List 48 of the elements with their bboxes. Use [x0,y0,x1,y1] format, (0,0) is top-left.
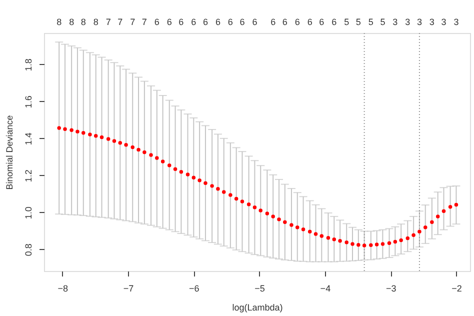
text: 6 [307,17,312,27]
text: 5 [380,17,386,27]
text: 6 [270,17,276,27]
text: 6 [240,17,245,27]
x-tick-label: −3 [386,284,396,294]
y-tick-label: 0.8 [24,244,34,256]
text: 5 [356,17,361,27]
text: 7 [130,17,136,27]
text: 6 [294,17,300,27]
text: 8 [69,17,74,27]
text: 8 [80,17,86,27]
text: 6 [154,17,160,27]
text: 6 [282,17,288,27]
text: 6 [215,17,220,27]
y-tick-label: 1.0 [24,206,34,220]
y-tick-label: 1.2 [24,170,34,182]
text: 8 [56,17,62,27]
text: 6 [319,17,324,27]
text: 6 [202,17,208,27]
y-tick-label: 1.6 [24,96,34,108]
text: 6 [252,17,258,27]
text: 7 [142,17,147,27]
x-tick-label: −8 [58,284,68,294]
x-tick-label: −2 [452,284,462,294]
y-axis-title: Binomial Deviance [4,115,14,190]
text: 3 [392,17,398,27]
text: 3 [454,17,459,27]
x-tick-label: −7 [123,284,134,294]
text: 7 [118,17,123,27]
text: 6 [178,17,184,27]
y-tick-label: 1.4 [24,132,34,146]
text: 6 [166,17,172,27]
text: 8 [93,17,98,27]
x-tick-label: −6 [189,284,200,294]
y-tick-label: 1.8 [24,58,34,72]
x-tick-label: −5 [254,284,265,294]
text: 6 [332,17,337,27]
text: 5 [368,17,374,27]
text: 7 [106,17,111,27]
x-axis-title: log(Lambda) [232,302,283,312]
text: 3 [416,17,422,27]
text: 3 [441,17,446,27]
text: 6 [228,17,233,27]
text: 3 [405,17,410,27]
text: 6 [191,17,196,27]
x-tick-label: −4 [320,284,331,294]
text: 3 [429,17,434,27]
text: 5 [344,17,350,27]
